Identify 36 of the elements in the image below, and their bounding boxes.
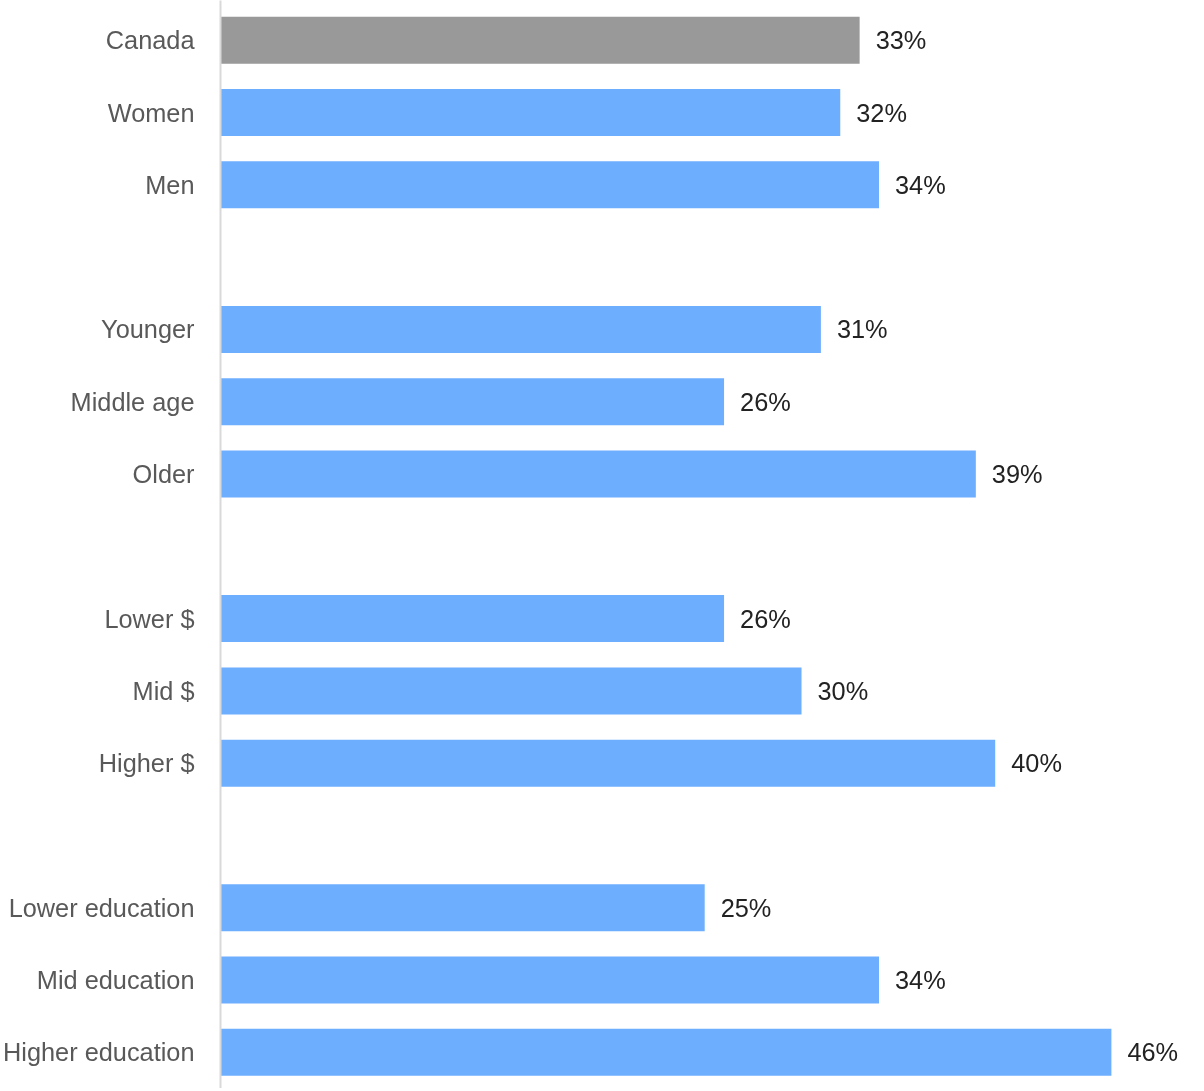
bar	[220, 884, 705, 932]
data-label: 30%	[817, 676, 869, 705]
y-tick-label: Middle age	[70, 387, 195, 416]
y-tick-label: Lower education	[8, 893, 195, 922]
bar	[220, 16, 860, 64]
data-label: 31%	[836, 315, 888, 344]
bar	[220, 595, 725, 643]
data-label: 34%	[895, 966, 946, 995]
y-tick-label: Men	[145, 170, 195, 199]
data-label: 46%	[1127, 1038, 1179, 1067]
y-tick-label: Older	[132, 460, 196, 489]
bar	[220, 378, 725, 426]
bar	[220, 956, 879, 1004]
data-label: 26%	[740, 387, 791, 416]
y-tick-label: Younger	[101, 315, 196, 344]
data-label: 34%	[895, 170, 946, 199]
y-tick-label: Lower $	[104, 604, 195, 633]
data-label: 25%	[720, 893, 772, 922]
bar	[220, 450, 976, 498]
y-tick-label: Mid $	[132, 676, 195, 705]
y-tick-label: Women	[107, 98, 195, 127]
bar	[220, 161, 879, 209]
y-tick-label: Mid education	[36, 966, 195, 995]
y-tick-label: Canada	[105, 26, 196, 55]
y-tick-label: Higher $	[98, 749, 195, 778]
data-label: 39%	[991, 460, 1043, 489]
bar	[220, 305, 821, 353]
y-tick-label: Higher education	[3, 1038, 195, 1067]
bar	[220, 739, 996, 787]
data-label: 33%	[875, 26, 927, 55]
bar	[220, 1028, 1112, 1076]
bar	[220, 667, 802, 715]
data-label: 26%	[740, 604, 791, 633]
data-label: 40%	[1011, 749, 1062, 778]
data-label: 32%	[856, 98, 907, 127]
bar	[220, 89, 841, 137]
